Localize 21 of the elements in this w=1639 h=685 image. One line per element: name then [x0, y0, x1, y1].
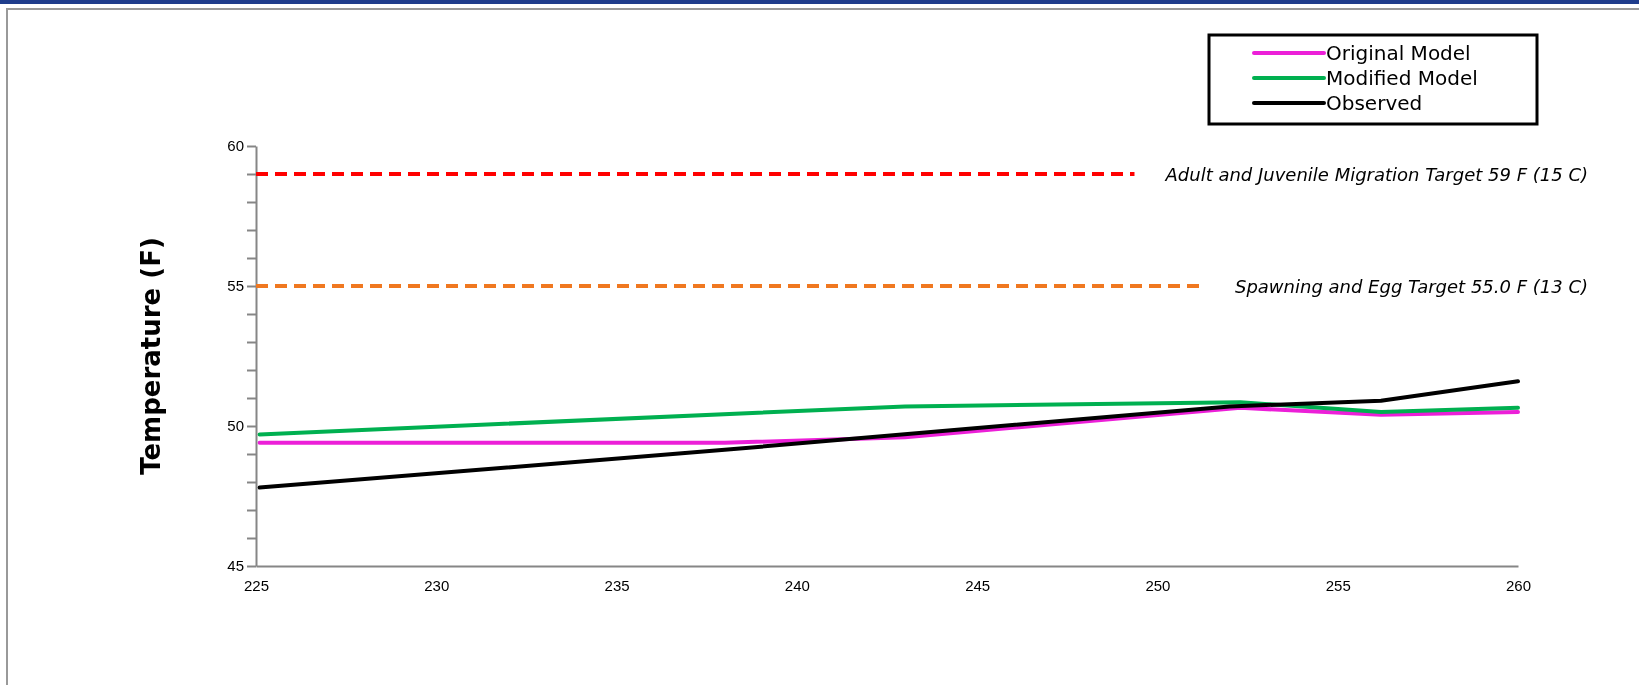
x-tick-label: 225	[243, 576, 270, 594]
y-axis-title: Temperature (F)	[136, 237, 166, 475]
x-tick-label: 250	[1145, 576, 1171, 594]
y-tick-label: 50	[227, 417, 244, 435]
x-tick-label: 230	[424, 576, 450, 594]
y-tick-label: 45	[227, 557, 244, 575]
legend-label: Observed	[1326, 91, 1423, 115]
y-tick-label: 60	[227, 137, 244, 155]
ref-line-label: Adult and Juvenile Migration Target 59 F (15 C)	[1164, 164, 1588, 185]
line-series	[257, 379, 1520, 490]
x-tick-label: 235	[604, 576, 630, 594]
legend-label: Modified Model	[1326, 66, 1478, 90]
legend-label: Original Model	[1326, 41, 1471, 65]
x-tick-label: 245	[965, 576, 991, 594]
x-tick-label: 255	[1325, 576, 1351, 594]
line-series	[257, 405, 1520, 445]
x-tick-label: 240	[784, 576, 810, 594]
ref-line-label: Spawning and Egg Target 55.0 F (13 C)	[1234, 276, 1588, 297]
x-tick-label: 260	[1505, 576, 1532, 594]
line-series	[257, 400, 1520, 437]
y-tick-label: 55	[227, 277, 244, 295]
